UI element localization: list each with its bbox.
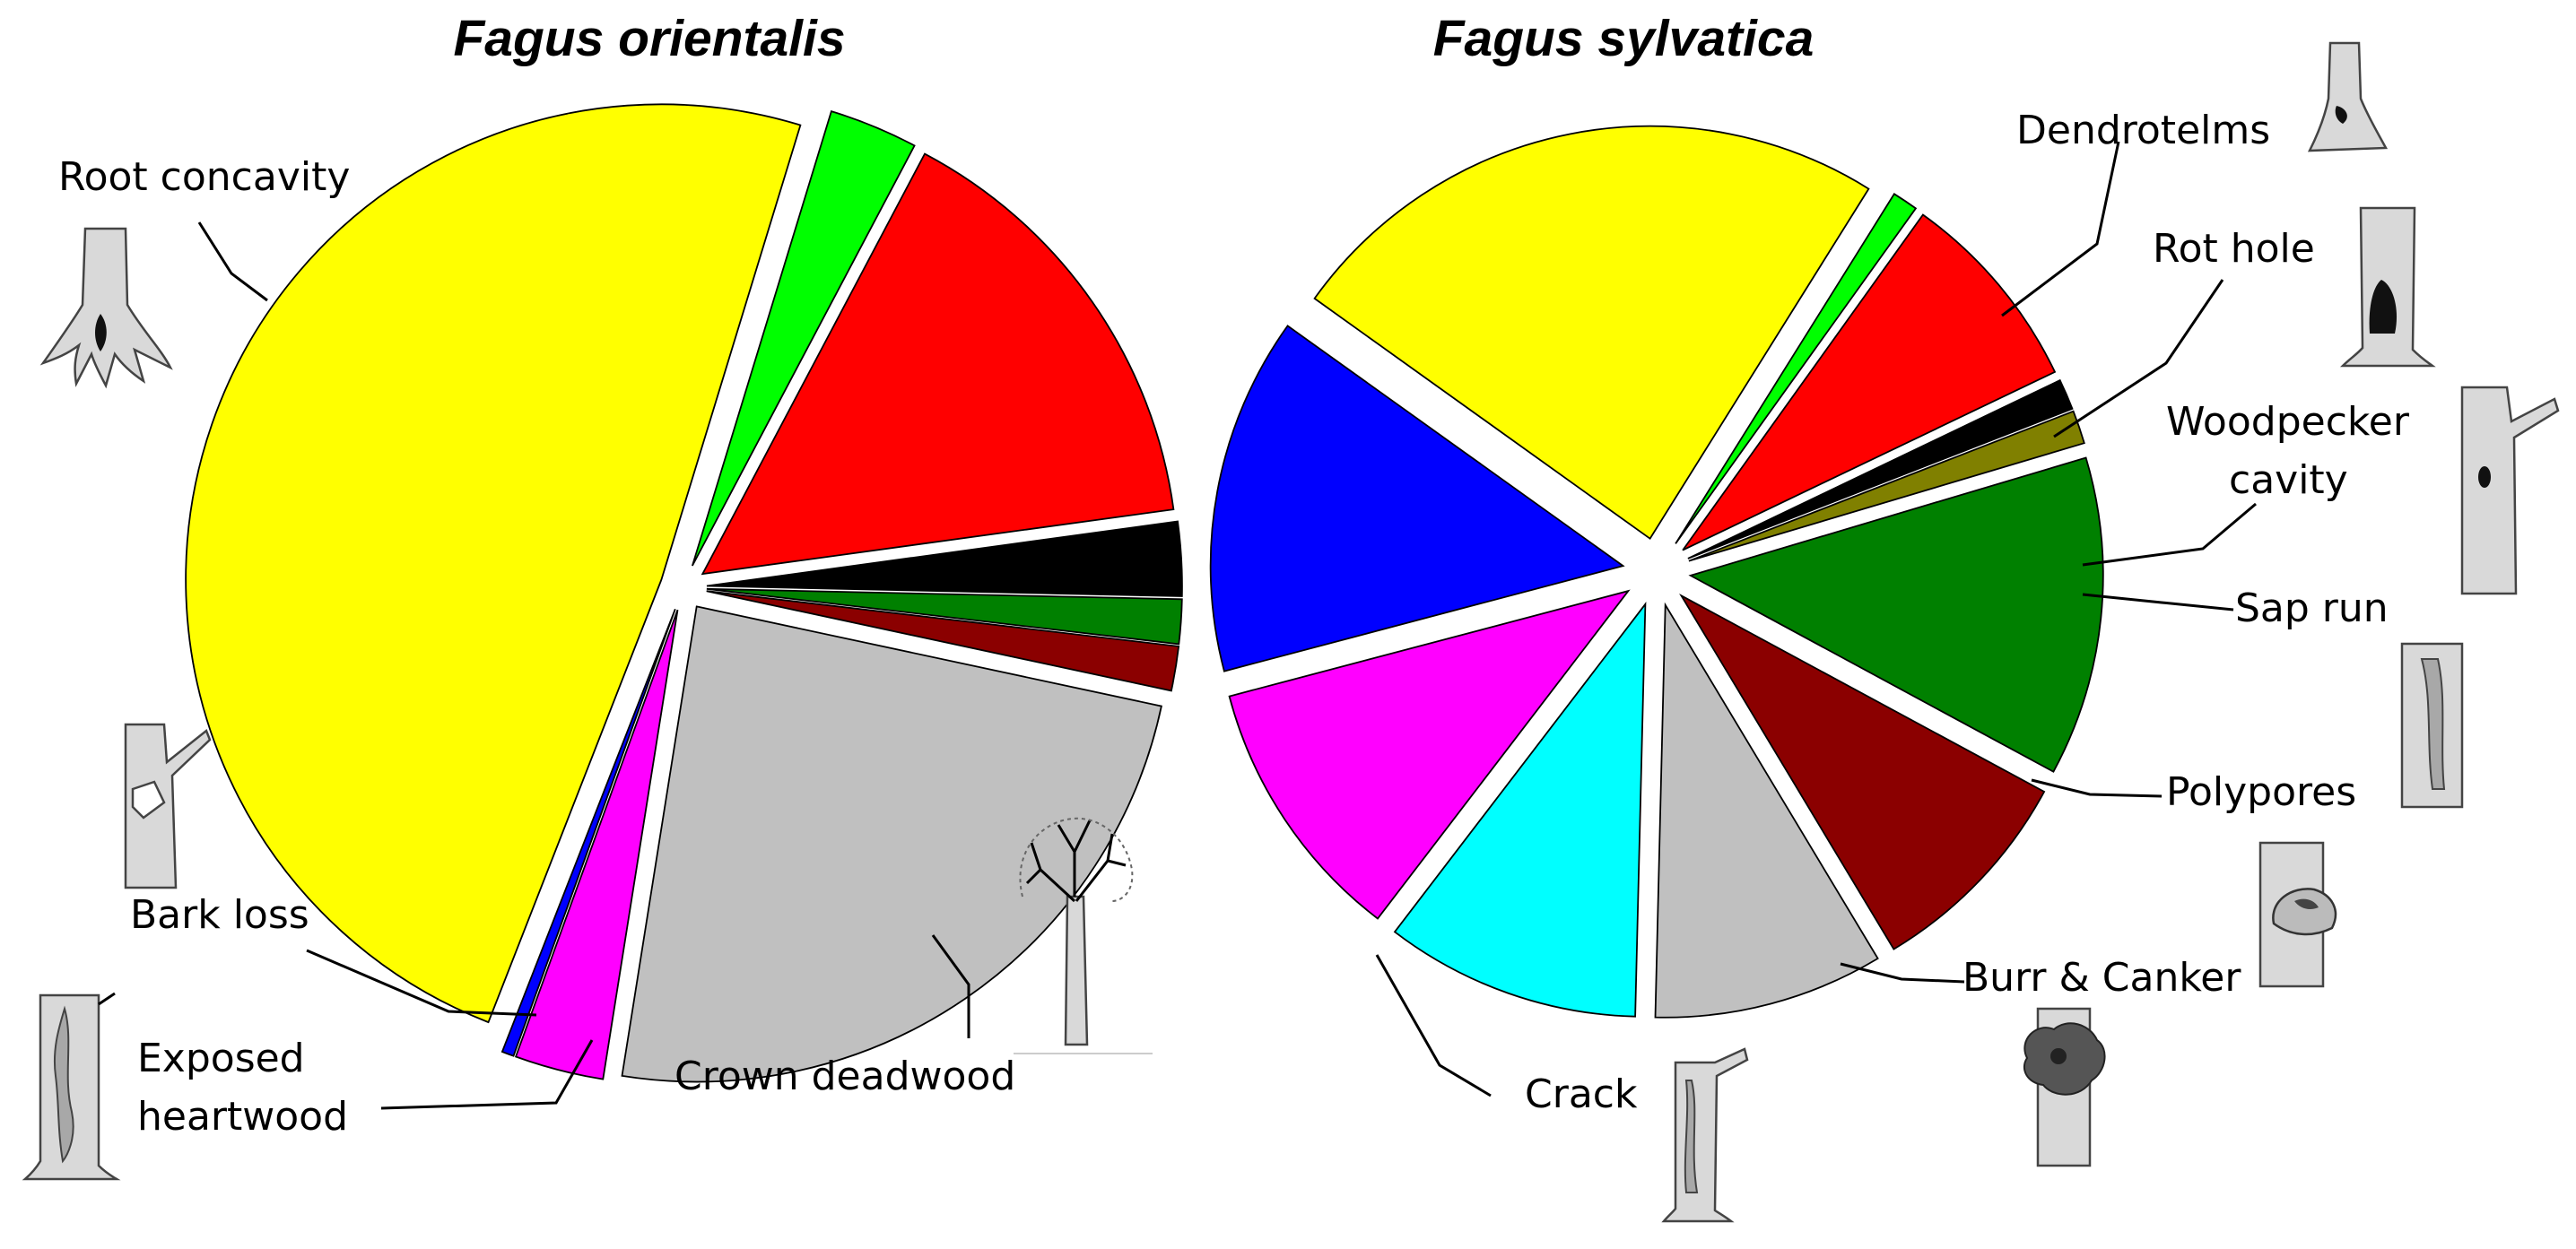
label-bark-loss: Bark loss <box>130 892 309 938</box>
polypores-icon <box>2258 841 2337 988</box>
pie-slice-sylvatica-0 <box>1675 193 1918 544</box>
pie-slice-sylvatica-3 <box>1688 410 2085 562</box>
sap-run-icon <box>2400 642 2464 809</box>
rot-hole-icon <box>2339 206 2436 368</box>
label-polypores: Polypores <box>2166 769 2356 815</box>
leader-crack <box>1375 954 1492 1097</box>
pie-slice-sylvatica-2 <box>1687 378 2074 559</box>
pie-slice-orientalis-4 <box>706 590 1180 692</box>
pie-slice-sylvatica-9 <box>1209 325 1625 672</box>
pie-slice-sylvatica-8 <box>1228 589 1631 920</box>
chart-title-sylvatica: Fagus sylvatica <box>1433 10 1815 67</box>
pie-slice-orientalis-5 <box>621 605 1162 1083</box>
label-exposed-heartwood-line2: heartwood <box>137 1094 348 1140</box>
dendrotelms-icon <box>2307 41 2389 152</box>
leader-root-concavity <box>197 221 268 302</box>
pie-slice-orientalis-8 <box>185 103 802 1024</box>
label-root-concavity: Root concavity <box>58 154 350 200</box>
pie-slice-orientalis-6 <box>514 609 679 1080</box>
leader-burr-canker <box>1840 962 1965 984</box>
crown-deadwood-icon <box>1014 817 1153 1054</box>
chart-title-orientalis: Fagus orientalis <box>453 10 845 67</box>
pie-slice-orientalis-2 <box>706 520 1183 597</box>
pie-slice-orientalis-1 <box>701 152 1175 576</box>
label-woodpecker-line2: cavity <box>2229 457 2348 503</box>
label-sap-run: Sap run <box>2235 585 2389 631</box>
pie-slice-sylvatica-10 <box>1313 125 1870 540</box>
leader-rot-hole <box>2053 279 2224 438</box>
label-rot-hole: Rot hole <box>2153 226 2315 272</box>
leader-sap-run <box>2082 593 2234 611</box>
label-burr-canker: Burr & Canker <box>1962 955 2241 1001</box>
pie-slice-orientalis-7 <box>500 608 676 1057</box>
pie-slice-orientalis-0 <box>692 109 916 567</box>
label-exposed-heartwood-line1: Exposed <box>137 1036 305 1081</box>
bark-loss-icon <box>124 723 212 889</box>
crack-icon <box>1661 1047 1749 1223</box>
leader-bark-loss <box>306 949 537 1017</box>
leader-polypores <box>2031 778 2163 798</box>
leader-crown-deadwood <box>931 934 970 1038</box>
pie-slice-orientalis-3 <box>706 587 1183 646</box>
label-crown-deadwood: Crown deadwood <box>674 1054 1015 1099</box>
label-dendrotelms: Dendrotelms <box>2016 108 2270 153</box>
pie-chart-orientalis <box>185 103 1183 1083</box>
woodpecker-cavity-icon <box>2460 386 2560 595</box>
pie-slice-sylvatica-7 <box>1393 602 1647 1018</box>
exposed-heartwood-icon <box>22 992 121 1181</box>
label-crack: Crack <box>1525 1071 1638 1117</box>
leader-exposed-heartwood <box>380 1039 594 1110</box>
pie-slice-sylvatica-5 <box>1679 593 2046 950</box>
pie-slice-sylvatica-1 <box>1682 213 2057 551</box>
pie-slice-sylvatica-6 <box>1654 602 1879 1019</box>
root-concavity-icon <box>39 227 173 389</box>
burr-canker-icon <box>2023 1007 2106 1167</box>
pie-chart-sylvatica <box>1209 125 2104 1019</box>
leader-woodpecker-cavity <box>2082 502 2257 567</box>
pie-slice-sylvatica-4 <box>1688 456 2104 773</box>
leader-dendrotelms <box>2001 141 2120 317</box>
label-woodpecker-line1: Woodpecker <box>2166 399 2410 445</box>
